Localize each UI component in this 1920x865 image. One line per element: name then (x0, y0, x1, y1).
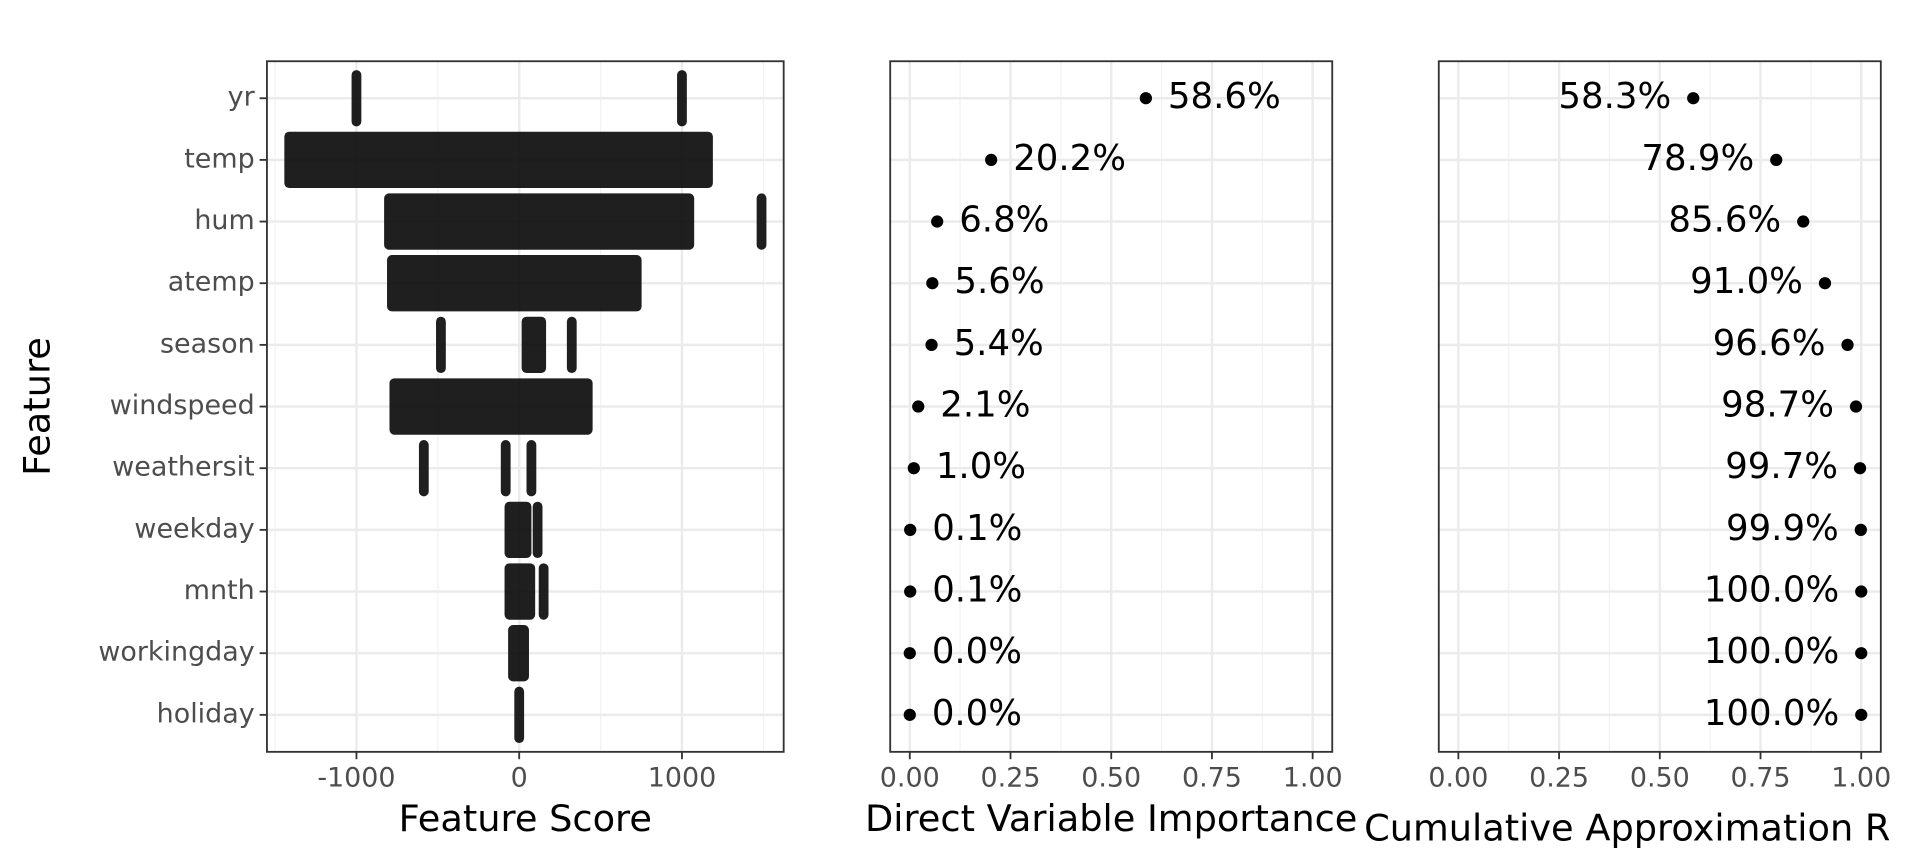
dot (903, 708, 916, 721)
dot (912, 400, 925, 413)
value-label: 1.0% (936, 446, 1026, 487)
value-label: 6.8% (959, 200, 1049, 241)
y-tick-label: holiday (157, 698, 255, 729)
score-range (538, 563, 549, 620)
value-label: 98.7% (1721, 385, 1834, 426)
value-label: 0.0% (932, 693, 1022, 734)
panel-border (266, 60, 785, 753)
value-label: 58.6% (1168, 76, 1281, 117)
y-tick-label: workingday (98, 637, 254, 668)
y-tick-label: yr (228, 82, 256, 113)
value-label: 2.1% (940, 385, 1030, 426)
score-range (504, 501, 532, 559)
score-range (384, 193, 695, 250)
x-axis-title: Feature Score (399, 797, 652, 840)
panel-border (889, 60, 1334, 753)
x-tick-label: 1000 (648, 762, 717, 793)
x-tick-label: 0.75 (1731, 762, 1791, 793)
dot (1139, 92, 1152, 105)
x-axis-title: Direct Variable Importance (865, 797, 1357, 840)
x-axis-title: Cumulative Approximation R (1364, 807, 1890, 850)
x-tick-label: 1.00 (1831, 762, 1891, 793)
y-tick-label: weathersit (112, 452, 254, 483)
value-label: 5.4% (954, 323, 1044, 364)
dot (1770, 153, 1783, 167)
dot (1841, 338, 1854, 352)
score-range (500, 440, 511, 497)
y-tick-label: windspeed (110, 390, 255, 421)
value-label: 85.6% (1668, 200, 1781, 241)
y-tick-label: season (160, 328, 255, 359)
y-tick-label: temp (184, 143, 254, 174)
dot (903, 647, 916, 660)
dot (1818, 277, 1832, 290)
score-range (566, 316, 577, 374)
value-label: 100.0% (1704, 693, 1839, 734)
dot (926, 277, 939, 290)
dot (1849, 400, 1863, 413)
score-range (504, 563, 536, 620)
y-tick-label: mnth (184, 575, 255, 606)
value-label: 20.2% (1013, 138, 1126, 179)
value-label: 0.1% (932, 508, 1022, 549)
score-range (284, 131, 713, 189)
score-range (532, 501, 543, 559)
score-range (508, 625, 529, 682)
score-range (521, 316, 547, 374)
y-tick-label: weekday (134, 513, 254, 544)
x-tick-label: 0.50 (1081, 762, 1141, 793)
dot (907, 462, 920, 475)
value-label: 78.9% (1641, 138, 1754, 179)
x-tick-label: 0.75 (1182, 762, 1242, 793)
dot (1797, 215, 1810, 228)
dot (904, 523, 917, 536)
y-tick-label: hum (194, 205, 254, 236)
score-range (514, 686, 525, 744)
value-label: 58.3% (1558, 76, 1671, 117)
dot (1854, 523, 1867, 536)
y-axis-title: Feature (16, 337, 59, 476)
value-label: 0.0% (932, 631, 1022, 672)
dot (1855, 647, 1868, 660)
x-tick-label: 0.00 (880, 762, 940, 793)
score-range (387, 255, 642, 312)
x-tick-label: 0 (511, 762, 528, 793)
dot (1855, 708, 1868, 721)
value-label: 99.9% (1726, 508, 1839, 549)
dot (1855, 585, 1868, 598)
value-label: 5.6% (954, 261, 1044, 302)
x-tick-label: 0.25 (981, 762, 1041, 793)
score-range (756, 193, 767, 250)
value-label: 100.0% (1704, 631, 1839, 672)
x-tick-label: 0.50 (1630, 762, 1690, 793)
y-tick-label: atemp (168, 267, 255, 298)
score-range (418, 440, 429, 497)
x-tick-label: 0.00 (1428, 762, 1488, 793)
dot (1687, 92, 1700, 105)
value-label: 96.6% (1713, 323, 1826, 364)
score-range (389, 378, 593, 435)
x-tick-label: 1.00 (1283, 762, 1343, 793)
value-label: 0.1% (932, 570, 1022, 611)
panel-border (1437, 60, 1882, 753)
score-range (526, 440, 537, 497)
dot (925, 338, 938, 352)
dot (985, 153, 998, 167)
x-tick-label: -1000 (317, 762, 395, 793)
value-label: 100.0% (1704, 570, 1839, 611)
score-range (351, 70, 362, 127)
score-range (436, 316, 446, 374)
dot (1853, 462, 1867, 475)
dot (931, 215, 944, 228)
dot (904, 585, 917, 598)
value-label: 99.7% (1725, 446, 1838, 487)
value-label: 91.0% (1690, 261, 1803, 302)
score-range (677, 70, 687, 127)
x-tick-label: 0.25 (1529, 762, 1589, 793)
